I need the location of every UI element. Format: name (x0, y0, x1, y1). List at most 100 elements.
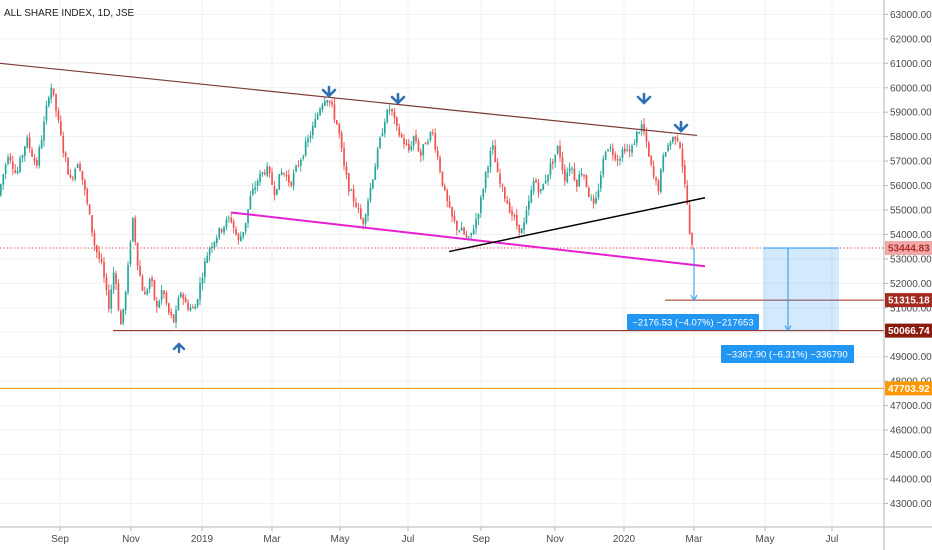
candle-body (254, 187, 257, 190)
candle-body (153, 280, 156, 300)
candle-body (340, 132, 343, 149)
candle-body (38, 147, 41, 166)
candle-body (432, 132, 434, 134)
candle-body (422, 144, 425, 156)
candle-body (103, 261, 105, 278)
price-tag-bg (885, 241, 932, 256)
candle-body (300, 160, 302, 166)
candle-body (52, 88, 55, 95)
candle-body (67, 157, 69, 175)
candle-body (343, 147, 345, 166)
x-tick-label: Nov (122, 534, 140, 545)
candle-body (288, 175, 290, 183)
candle-body (554, 154, 557, 163)
measure-label: −2176.53 (−4.07%) −217653 (632, 318, 753, 329)
candle-body (458, 230, 461, 232)
candle-body (177, 297, 180, 311)
price-tag-label: 51315.18 (888, 296, 930, 307)
candle-body (662, 155, 665, 171)
candle-body (14, 170, 17, 173)
candle-body (520, 228, 523, 234)
candle-body (530, 190, 533, 203)
candle-body (283, 172, 285, 174)
candle-body (48, 97, 50, 106)
candle-body (223, 226, 225, 233)
candle-body (24, 146, 26, 156)
neckline-trendline (448, 197, 706, 253)
y-tick-label: 51000.00 (890, 303, 932, 314)
candle-body (74, 168, 77, 180)
candle-body (434, 133, 437, 150)
candle-body (336, 120, 338, 125)
candle-body (362, 218, 365, 225)
candle-body (256, 180, 259, 187)
candle-body (220, 229, 223, 232)
candle-body (508, 202, 511, 213)
y-tick-label: 59000.00 (890, 108, 932, 119)
candle-body (360, 208, 362, 220)
candle-body (141, 276, 144, 291)
candle-body (552, 161, 554, 164)
candle-body (110, 289, 113, 309)
candle-body (112, 272, 115, 290)
x-tick-label: Jul (402, 534, 415, 545)
candle-body (0, 184, 2, 196)
candle-body (180, 293, 182, 297)
candle-body (2, 174, 5, 185)
y-tick-label: 53000.00 (890, 254, 932, 265)
candle-body (460, 227, 463, 231)
candle-body (439, 157, 441, 172)
candle-body (26, 137, 29, 148)
y-tick-label: 62000.00 (890, 34, 932, 45)
candle-body (686, 185, 689, 204)
candle-body (609, 147, 612, 149)
y-tick-label: 54000.00 (890, 230, 932, 241)
candle-body (276, 189, 278, 195)
candle-body (55, 94, 57, 111)
candle-body (376, 148, 379, 168)
candle-body (679, 142, 681, 148)
candle-body (163, 290, 165, 294)
candle-body (528, 201, 530, 210)
candle-body (302, 156, 305, 159)
y-tick-label: 58000.00 (890, 132, 932, 143)
y-tick-label: 55000.00 (890, 206, 932, 217)
candle-body (156, 300, 158, 307)
candle-body (338, 123, 341, 134)
candle-body (532, 181, 535, 192)
candle-body (324, 101, 326, 106)
x-tick-label: May (756, 534, 775, 545)
candle-body (144, 291, 146, 295)
arrow-down-icon (673, 120, 689, 133)
candle-body (585, 175, 588, 187)
arrow-down-icon (390, 92, 406, 105)
candle-body (540, 188, 542, 192)
candle-body (295, 165, 297, 172)
candle-body (482, 189, 485, 198)
y-tick-label: 60000.00 (890, 83, 932, 94)
candle-body (403, 138, 405, 145)
candle-body (499, 173, 501, 184)
candle-body (240, 236, 242, 242)
candle-body (206, 255, 209, 263)
resistance-trendline (0, 62, 698, 137)
candle-body (621, 149, 624, 158)
candle-body (463, 227, 465, 235)
candle-body (648, 142, 650, 157)
candle-body (408, 144, 410, 151)
candle-body (268, 166, 271, 174)
candle-body (674, 136, 677, 140)
candle-body (350, 190, 353, 192)
y-tick-label: 61000.00 (890, 59, 932, 70)
price-tag-label: 53444.83 (888, 244, 930, 255)
candle-body (650, 155, 653, 165)
candle-body (242, 232, 245, 237)
candle-body (676, 138, 679, 142)
candle-body (271, 172, 273, 185)
candle-body (352, 189, 355, 202)
candle-body (225, 219, 228, 228)
candle-body (573, 168, 576, 180)
candle-body (50, 87, 53, 99)
candle-body (136, 242, 139, 266)
